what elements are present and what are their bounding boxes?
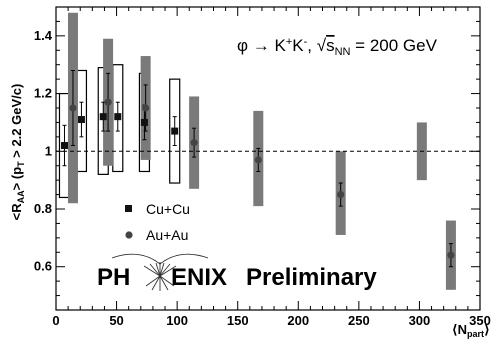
x-axis-label: ⟨Npart⟩ — [452, 322, 490, 339]
data-point-auau — [254, 156, 262, 164]
legend: Cu+Cu Au+Au — [125, 201, 190, 243]
plot-frame — [55, 6, 481, 311]
systematic-box-cucu — [169, 78, 181, 184]
data-point-auau — [104, 98, 112, 106]
x-tick-label: 150 — [227, 313, 249, 328]
y-tick-label: 1.2 — [34, 86, 52, 101]
data-point-cucu — [77, 116, 85, 124]
data-point-auau — [447, 251, 455, 259]
phenix-logo: PH ENIX Preliminary — [97, 253, 377, 291]
data-point-cucu — [140, 118, 148, 126]
y-tick-label: 1.4 — [34, 28, 53, 43]
x-tick-label: 250 — [348, 313, 370, 328]
legend-label-cucu: Cu+Cu — [146, 201, 190, 217]
data-point-auau — [190, 139, 198, 147]
data-markers — [60, 98, 455, 259]
data-point-auau — [337, 190, 345, 199]
axis-ticks — [55, 6, 481, 310]
x-tick-label: 350 — [469, 313, 491, 328]
logo-text-preliminary: Preliminary — [246, 264, 377, 291]
y-tick-label: 1 — [45, 143, 52, 158]
y-tick-label: 0.8 — [34, 201, 52, 216]
data-point-cucu — [171, 127, 179, 135]
x-tick-label: 100 — [166, 313, 188, 328]
reaction-annotation: φ → K+K-, √sNN = 200 GeV — [237, 36, 438, 58]
legend-marker-square — [125, 205, 132, 212]
x-tick-label: 200 — [287, 313, 309, 328]
tick-labels: 0 50 100 150 200 250 300 350 0.6 0.8 1 1.2 1.4 — [34, 28, 491, 328]
logo-text-right: ENIX — [171, 264, 227, 291]
y-axis-label: <RAA> (pT > 2.2 GeV/c) — [9, 84, 26, 221]
data-point-auau — [69, 104, 77, 112]
phoenix-bird-icon — [111, 253, 209, 291]
legend-label-auau: Au+Au — [146, 227, 188, 243]
x-tick-label: 50 — [109, 313, 123, 328]
legend-marker-circle — [125, 231, 133, 239]
y-tick-label: 0.6 — [34, 259, 52, 274]
x-tick-label: 0 — [52, 313, 59, 328]
data-point-auau — [142, 104, 150, 112]
data-point-cucu — [60, 142, 68, 150]
logo-text-left: PH — [97, 264, 130, 291]
data-point-cucu — [114, 113, 122, 121]
x-tick-label: 300 — [409, 313, 431, 328]
data-point-cucu — [99, 113, 107, 121]
